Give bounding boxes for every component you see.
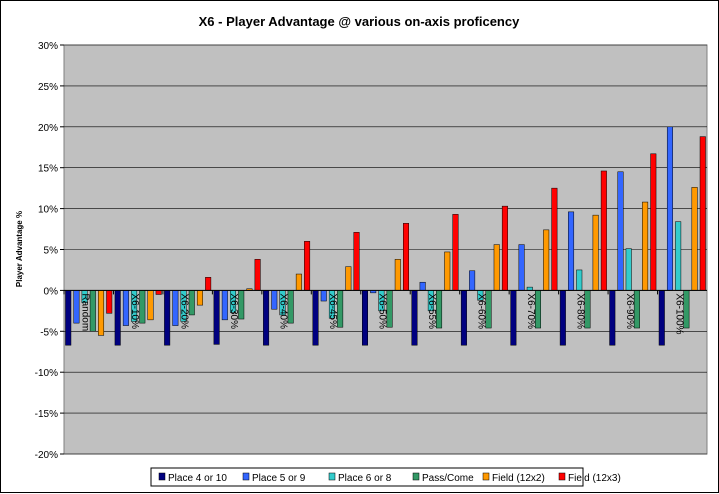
x-category-label: X6-70% (525, 293, 536, 329)
y-tick-label: 5% (44, 246, 59, 257)
bar (518, 244, 525, 291)
bar (320, 290, 327, 302)
x-category-label: X6-100% (673, 293, 684, 334)
legend-box (150, 467, 584, 487)
bar (403, 223, 409, 291)
bar (254, 259, 261, 291)
y-tick-label: -10% (35, 368, 58, 379)
bar (271, 290, 278, 310)
bar (642, 201, 649, 291)
bar (155, 290, 162, 295)
bar (353, 232, 360, 291)
bar (543, 229, 550, 291)
x-category-label: Random (80, 293, 91, 331)
bar (617, 171, 624, 291)
chart-title: X6 - Player Advantage @ various on-axis … (199, 14, 520, 29)
y-tick-label: 25% (38, 82, 58, 93)
legend-swatch (158, 472, 166, 481)
legend-label: Field (12x2) (492, 473, 545, 484)
y-tick-label: 0% (44, 286, 59, 297)
legend: Place 4 or 10 Place 5 or 9 Place 6 or 8 Pas… (150, 467, 621, 487)
bar (304, 241, 311, 291)
legend-swatch (558, 472, 566, 481)
legend-label: Place 5 or 9 (252, 473, 306, 484)
legend-swatch (412, 472, 420, 481)
legend-label: Place 4 or 10 (168, 473, 227, 484)
bar (510, 290, 517, 346)
y-axis-title: Player Advantage % (15, 211, 24, 287)
bar (122, 290, 129, 326)
y-tick-label: 30% (38, 41, 58, 52)
x-category-label: X6-30% (228, 293, 239, 329)
bar (114, 290, 121, 346)
legend-swatch (328, 472, 336, 481)
y-tick-label: -20% (35, 450, 58, 461)
bar (295, 273, 302, 291)
x-category-label: X6-80% (574, 293, 585, 329)
bar (658, 290, 665, 346)
legend-label: Field (12x3) (568, 473, 621, 484)
bar (164, 290, 171, 346)
bar (419, 281, 426, 291)
bar (675, 221, 682, 291)
bar (411, 290, 418, 346)
y-tick-label: 20% (38, 123, 58, 134)
bar (699, 136, 706, 291)
bar (568, 211, 575, 291)
bar (452, 214, 459, 291)
legend-label: Place 6 or 8 (338, 473, 392, 484)
bar (609, 290, 616, 346)
bar (576, 269, 583, 291)
bar (501, 205, 508, 291)
bar (106, 290, 113, 314)
bar (650, 153, 657, 291)
legend-swatch (482, 472, 490, 481)
legend-swatch (242, 472, 250, 481)
x-category-label: X6-50% (377, 293, 388, 329)
bar (312, 290, 319, 346)
bar (691, 187, 698, 291)
bar (493, 244, 500, 291)
y-tick-label: 15% (38, 164, 58, 175)
x-category-label: X6-20% (179, 293, 190, 329)
x-category-label: X6-60% (475, 293, 486, 329)
bar (345, 266, 352, 291)
bars (63, 126, 706, 346)
bar (592, 214, 599, 291)
bar (559, 290, 566, 346)
x-category-label: X6-40% (278, 293, 289, 329)
bar (213, 290, 220, 345)
bar (394, 259, 401, 291)
bar (469, 270, 476, 291)
x-category-label: X6-55% (426, 293, 437, 329)
bar (98, 290, 105, 336)
y-axis-ticks: -20% -15% -10% -5% 0% 5% 10% 15% 20% 25% 30% (35, 41, 64, 461)
x-category-label: X6-90% (624, 293, 635, 329)
x-axis-category-labels: Random X6-10% X6-20% X6-30% X6-40% X6-45% X6-5… (80, 293, 685, 334)
bar (600, 170, 607, 291)
x-category-label: X6-10% (129, 293, 140, 329)
bar (65, 290, 72, 346)
y-tick-label: -15% (35, 409, 58, 420)
y-tick-label: -5% (40, 327, 58, 338)
bar (172, 290, 179, 326)
bar (625, 248, 632, 291)
bar (221, 290, 228, 321)
gridlines (64, 44, 707, 455)
bar (444, 251, 451, 291)
bar (196, 290, 203, 306)
bar (73, 290, 80, 324)
bar (362, 290, 368, 346)
bar (205, 277, 212, 291)
bar (263, 290, 270, 346)
bar (666, 126, 673, 291)
bar (460, 290, 467, 346)
y-tick-label: 10% (38, 205, 58, 216)
legend-label: Pass/Come (422, 473, 474, 484)
bar (147, 290, 154, 321)
x-category-label: X6-45% (327, 293, 338, 329)
bar (551, 187, 558, 291)
